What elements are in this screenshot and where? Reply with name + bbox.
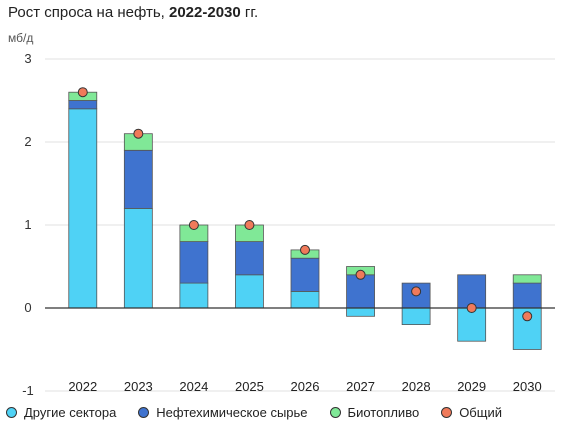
legend-item: Другие сектора <box>6 405 116 420</box>
y-tick-label: 1 <box>24 217 31 232</box>
x-tick-label: 2024 <box>179 379 208 394</box>
bar-segment <box>290 290 320 309</box>
total-marker <box>522 311 533 322</box>
bar-segment <box>179 241 209 284</box>
bar-segment <box>457 307 487 342</box>
x-tick-label: 2029 <box>457 379 486 394</box>
x-tick-label: 2030 <box>513 379 542 394</box>
bar-segment <box>235 274 264 309</box>
bar-segment <box>346 274 375 309</box>
title-main: Рост спроса на нефть, <box>8 4 169 21</box>
chart-legend: Другие сектора Нефтехимическое сырье Биото… <box>6 405 524 421</box>
bar-segment <box>123 149 153 209</box>
total-marker <box>466 303 477 313</box>
total-marker <box>300 244 310 255</box>
legend-marker-icon <box>6 407 17 418</box>
total-marker <box>77 87 88 98</box>
x-tick-label: 2028 <box>402 379 431 394</box>
chart-title: Рост спроса на нефть, 2022-2030 гг. <box>8 4 258 21</box>
x-tick-label: 2026 <box>291 379 320 394</box>
bar-segment <box>512 274 542 284</box>
bar-segment <box>457 274 487 309</box>
total-marker <box>244 220 255 230</box>
title-years: 2022-2030 <box>169 4 241 21</box>
x-tick-label: 2027 <box>346 379 375 394</box>
bar-segment <box>290 257 320 292</box>
y-tick-label: -1 <box>22 383 34 398</box>
bar-segment <box>346 307 375 317</box>
bar-segment <box>512 282 542 309</box>
x-tick-label: 2022 <box>68 379 97 394</box>
legend-label: Биотопливо <box>347 405 420 420</box>
y-tick-label: 0 <box>24 300 31 315</box>
chart-plot: -1 0 1 2 3 2022 2023 2024 2025 2026 2027 2028 2029 20… <box>22 51 555 398</box>
y-axis-unit: мб/д <box>8 31 34 45</box>
bar-segment <box>401 307 431 326</box>
total-marker <box>411 286 422 297</box>
y-tick-label: 3 <box>24 51 31 66</box>
total-marker <box>133 128 144 139</box>
legend-item: Биотопливо <box>329 405 420 420</box>
legend-marker-icon <box>138 407 150 418</box>
legend-marker-icon <box>441 407 453 418</box>
bar-segment <box>123 207 153 309</box>
y-tick-label: 2 <box>24 134 31 149</box>
legend-label: Нефтехимическое сырье <box>156 405 308 420</box>
legend-item: Нефтехимическое сырье <box>138 405 308 420</box>
total-marker <box>355 269 366 280</box>
x-tick-label: 2023 <box>124 379 153 394</box>
x-tick-label: 2025 <box>235 379 264 394</box>
legend-item: Общий <box>441 405 502 420</box>
legend-label: Другие сектора <box>24 405 117 420</box>
bar-segment <box>68 108 98 309</box>
legend-marker-icon <box>329 407 341 418</box>
bar-segment <box>179 282 209 309</box>
total-marker <box>188 220 199 230</box>
title-suffix: гг. <box>240 4 259 21</box>
legend-label: Общий <box>459 405 502 420</box>
bar-segment <box>235 241 264 276</box>
bar-segment <box>68 100 98 110</box>
